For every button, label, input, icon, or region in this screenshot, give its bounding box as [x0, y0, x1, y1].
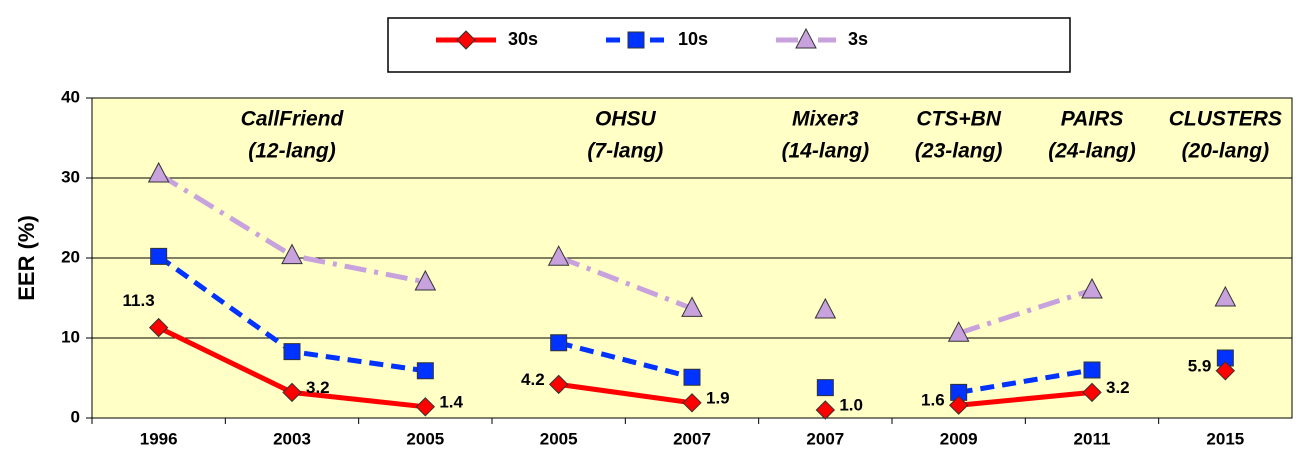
marker [816, 379, 834, 397]
marker [456, 30, 476, 50]
marker [1083, 361, 1101, 379]
marker [550, 334, 568, 352]
line [558, 381, 693, 406]
group-annotation: Mixer3 [792, 108, 859, 131]
marker [416, 362, 434, 380]
x-tick-label: 2005 [540, 429, 578, 448]
marker [283, 343, 301, 361]
value-label: 1.6 [921, 391, 945, 410]
x-tick-label: 2003 [273, 429, 311, 448]
group-annotation: (7-lang) [587, 140, 663, 163]
legend-label: 30s [508, 29, 538, 49]
y-axis-label: EER (%) [14, 215, 39, 301]
marker [627, 31, 645, 49]
marker [282, 382, 302, 403]
marker [948, 395, 969, 415]
marker [815, 400, 836, 420]
marker [1216, 349, 1234, 367]
marker [281, 243, 303, 265]
value-label: 11.3 [123, 291, 155, 310]
x-tick-label: 2007 [673, 429, 711, 448]
plot-border [91, 97, 1293, 419]
x-tick-label: 2015 [1206, 429, 1244, 448]
group-annotation: (24-lang) [1048, 140, 1136, 163]
legend: 30s 10s 3s [387, 17, 1071, 73]
group-annotation: CLUSTERS [1169, 108, 1282, 131]
marker [548, 374, 569, 395]
line [958, 367, 1093, 395]
marker [148, 317, 169, 338]
legend-label: 10s [678, 29, 708, 49]
marker [1081, 277, 1103, 299]
x-tick-label: 2005 [406, 429, 444, 448]
marker [415, 397, 436, 417]
y-tick-label: 20 [61, 247, 80, 266]
group-annotation: CallFriend [241, 108, 345, 131]
marker [150, 247, 168, 265]
marker [681, 296, 703, 317]
legend-box [387, 17, 1071, 73]
marker [1082, 382, 1102, 403]
value-label: 3.2 [306, 378, 330, 397]
marker [947, 321, 970, 342]
x-tick-label: 2011 [1074, 429, 1111, 448]
marker [1215, 361, 1236, 381]
marker [547, 245, 570, 266]
x-tick-label: 1996 [140, 429, 178, 448]
marker [147, 161, 170, 183]
marker [795, 27, 817, 49]
value-label: 1.0 [839, 395, 863, 414]
marker [683, 368, 701, 386]
marker [682, 393, 702, 413]
group-annotation: (12-lang) [248, 140, 336, 163]
group-annotation: (20-lang) [1182, 140, 1270, 163]
value-label: 1.9 [706, 388, 730, 407]
line [558, 340, 693, 380]
y-tick-label: 10 [61, 327, 80, 346]
group-annotation: (14-lang) [782, 140, 870, 163]
value-label: 1.4 [439, 392, 463, 411]
group-annotation: CTS+BN [916, 108, 1001, 131]
y-tick-label: 30 [61, 167, 80, 186]
marker [414, 269, 437, 291]
value-label: 4.2 [521, 370, 545, 389]
line [957, 287, 1093, 336]
legend-label: 3s [848, 29, 868, 49]
value-label: 3.2 [1106, 378, 1130, 397]
x-tick-label: 2009 [940, 429, 978, 448]
group-annotation: OHSU [595, 108, 657, 131]
y-tick-label: 40 [61, 87, 80, 106]
value-label: 5.9 [1188, 356, 1212, 375]
line [958, 389, 1093, 408]
x-tick-label: 2007 [806, 429, 844, 448]
marker [814, 297, 837, 319]
group-annotation: PAIRS [1061, 108, 1124, 131]
y-tick-label: 0 [71, 407, 80, 426]
group-annotation: (23-lang) [915, 140, 1003, 163]
marker [1214, 285, 1237, 307]
marker [950, 383, 968, 401]
